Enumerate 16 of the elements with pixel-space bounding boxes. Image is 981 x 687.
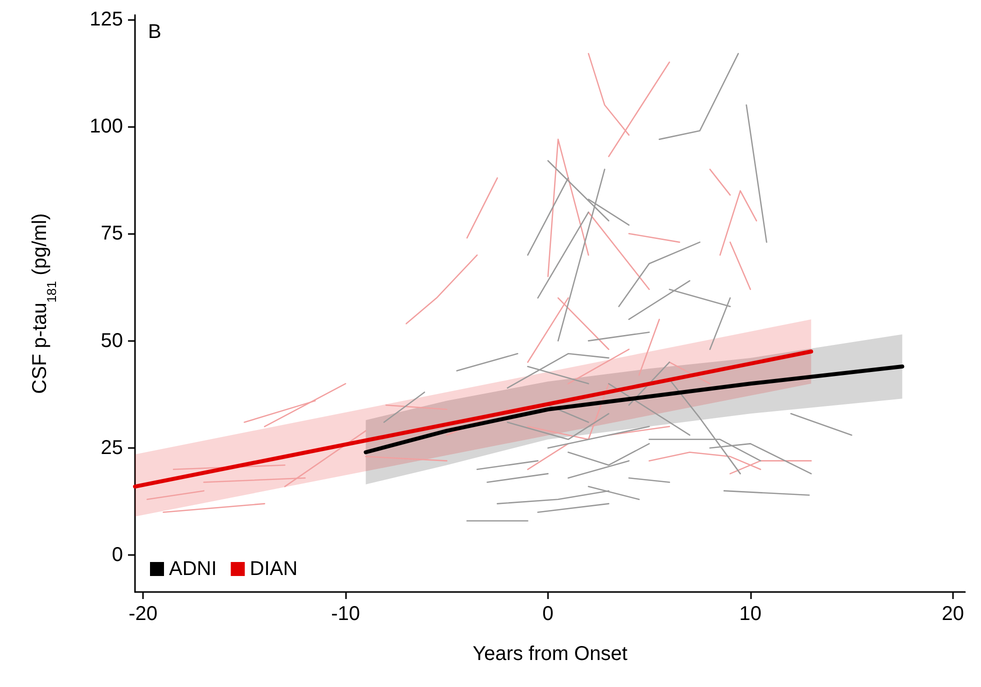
legend-label: ADNI xyxy=(169,558,217,580)
y-tick-label: 100 xyxy=(90,115,123,138)
x-tick-label: -10 xyxy=(331,603,360,625)
y-tick-label: 125 xyxy=(90,8,123,30)
x-tick-label: 20 xyxy=(942,603,964,625)
y-axis-title: CSF p-tau181 (pg/ml) xyxy=(29,213,59,394)
x-axis-title: Years from Onset xyxy=(472,643,628,665)
x-tick-label: 10 xyxy=(739,603,762,625)
y-tick-label: 75 xyxy=(100,222,123,245)
legend-label: DIAN xyxy=(250,558,298,580)
y-tick-label: 50 xyxy=(100,330,123,352)
y-tick-label: 0 xyxy=(112,544,123,566)
y-tick-label: 25 xyxy=(100,436,123,459)
x-tick-label: 0 xyxy=(542,603,554,625)
annotation: B xyxy=(148,21,162,43)
x-tick-label: -20 xyxy=(128,603,158,625)
